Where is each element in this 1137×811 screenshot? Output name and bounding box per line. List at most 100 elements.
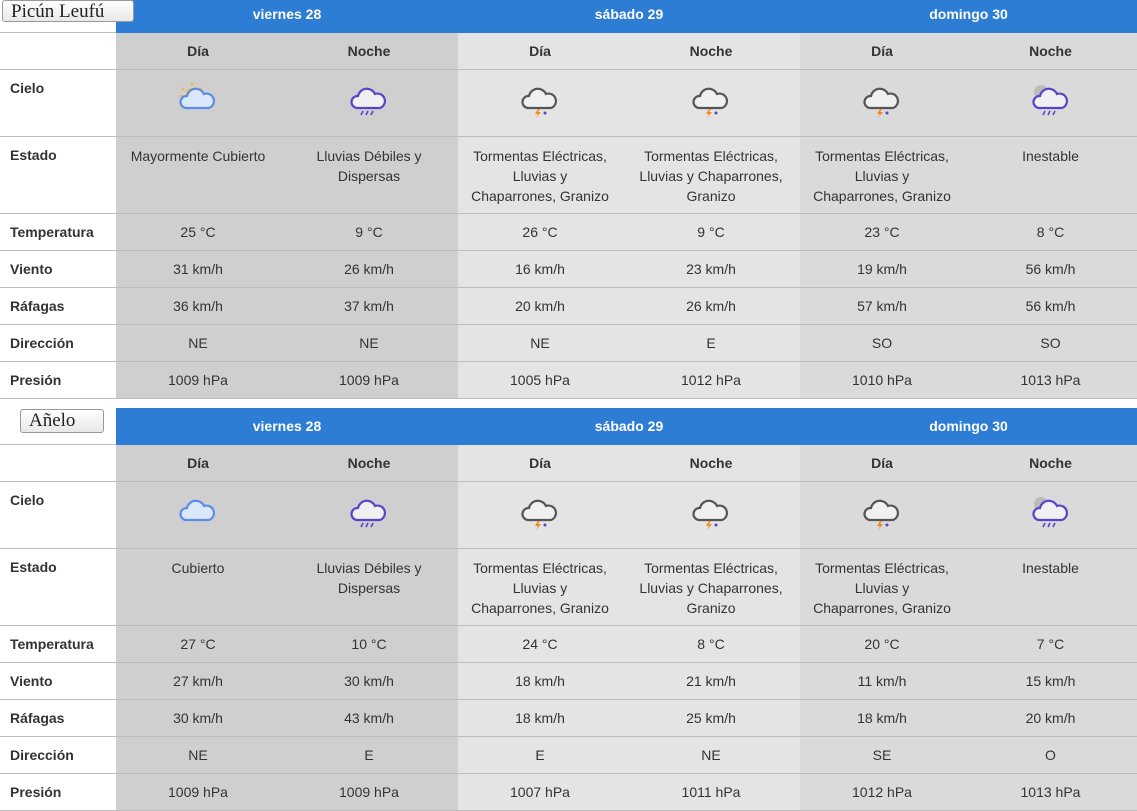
presion-cell: 1012 hPa	[852, 784, 912, 800]
estado-cell: Lluvias Débiles y Dispersas	[316, 560, 422, 596]
row-label: Ráfagas	[10, 298, 65, 314]
period-header: Noche	[1029, 43, 1072, 59]
period-header: Día	[871, 43, 893, 59]
estado-cell: Tormentas Eléctricas, Lluvias y Chaparro…	[471, 560, 609, 616]
direccion-cell: NE	[188, 747, 208, 763]
icon-cell	[964, 82, 1137, 122]
rafagas-cell: 26 km/h	[686, 298, 736, 314]
row-label: Dirección	[10, 747, 74, 763]
viento-cell: 27 km/h	[173, 673, 223, 689]
row-line	[0, 444, 116, 445]
presion-cell: 1009 hPa	[168, 784, 228, 800]
row-line	[0, 213, 1137, 214]
viento-cell: 30 km/h	[344, 673, 394, 689]
presion-cell: 1010 hPa	[852, 372, 912, 388]
period-header: Día	[187, 43, 209, 59]
row-label: Cielo	[10, 492, 45, 508]
row-line	[0, 69, 1137, 70]
viento-cell: 15 km/h	[1025, 673, 1076, 689]
icon-cell	[622, 82, 800, 122]
estado-cell: Inestable	[1022, 148, 1079, 164]
period-header: Noche	[689, 43, 733, 59]
direccion-cell: NE	[188, 335, 208, 351]
row-line	[0, 250, 1137, 251]
day-header: domingo 30	[929, 418, 1008, 434]
estado-cell: Tormentas Eléctricas, Lluvias y Chaparro…	[471, 148, 609, 204]
viento-cell: 23 km/h	[686, 261, 736, 277]
icon-cell	[116, 82, 280, 122]
weather-icon	[179, 499, 216, 522]
row-label: Cielo	[10, 80, 45, 96]
direccion-cell: SO	[871, 335, 893, 351]
row-line	[0, 662, 1137, 663]
weather-icon	[692, 499, 729, 530]
icon-cell	[622, 494, 800, 534]
temperatura-cell: 26 °C	[522, 224, 558, 240]
temperatura-cell: 8 °C	[1036, 224, 1065, 240]
temperatura-cell: 23 °C	[864, 224, 900, 240]
direccion-cell: O	[1045, 747, 1056, 763]
period-header: Noche	[347, 455, 391, 471]
day-header: viernes 28	[252, 418, 322, 434]
direccion-cell: E	[706, 335, 716, 351]
presion-cell: 1013 hPa	[1020, 784, 1081, 800]
rafagas-cell: 25 km/h	[686, 710, 736, 726]
icon-cell	[458, 82, 622, 122]
direccion-cell: SE	[872, 747, 892, 763]
direccion-cell: NE	[359, 335, 379, 351]
row-label: Viento	[10, 673, 53, 689]
direccion-cell: E	[364, 747, 374, 763]
header-bar	[116, 0, 1137, 33]
day-header: sábado 29	[594, 6, 664, 22]
direccion-cell: NE	[701, 747, 721, 763]
temperatura-cell: 9 °C	[697, 224, 725, 240]
row-line	[0, 324, 1137, 325]
period-header: Noche	[689, 455, 733, 471]
period-header: Noche	[1029, 455, 1072, 471]
rafagas-cell: 37 km/h	[344, 298, 394, 314]
rafagas-cell: 18 km/h	[857, 710, 907, 726]
estado-cell: Tormentas Eléctricas, Lluvias y Chaparro…	[813, 148, 951, 204]
rafagas-cell: 30 km/h	[173, 710, 223, 726]
direccion-cell: SO	[1040, 335, 1061, 351]
direccion-cell: NE	[530, 335, 550, 351]
header-bar	[116, 408, 1137, 445]
period-header: Día	[529, 43, 551, 59]
viento-cell: 11 km/h	[857, 673, 907, 689]
temperatura-cell: 7 °C	[1036, 636, 1065, 652]
row-line	[0, 136, 1137, 137]
temperatura-cell: 20 °C	[864, 636, 900, 652]
icon-cell	[964, 494, 1137, 534]
row-label: Dirección	[10, 335, 74, 351]
row-line	[0, 548, 1137, 549]
rafagas-cell: 20 km/h	[515, 298, 565, 314]
day-header: viernes 28	[252, 6, 322, 22]
row-label: Presión	[10, 372, 62, 388]
row-label: Temperatura	[10, 224, 94, 240]
presion-cell: 1007 hPa	[510, 784, 570, 800]
location-select[interactable]: Picún Leufú	[2, 0, 134, 22]
period-header: Noche	[347, 43, 391, 59]
presion-cell: 1013 hPa	[1020, 372, 1081, 388]
period-header: Día	[871, 455, 893, 471]
estado-cell: Cubierto	[171, 560, 225, 576]
forecast-panel: Picún Leufú viernes 28 sábado 29 domingo 30…	[0, 0, 1137, 399]
weather-icon	[350, 499, 387, 528]
estado-cell: Mayormente Cubierto	[130, 148, 266, 164]
weather-icon	[521, 499, 558, 530]
weather-icon	[863, 87, 900, 118]
estado-cell: Lluvias Débiles y Dispersas	[316, 148, 422, 184]
forecast-panel: Añelo viernes 28 sábado 29 domingo 30 Día Noc…	[0, 408, 1137, 811]
location-select[interactable]: Añelo	[20, 409, 104, 433]
temperatura-cell: 24 °C	[522, 636, 558, 652]
row-line	[0, 32, 116, 33]
rafagas-cell: 57 km/h	[857, 298, 907, 314]
row-line	[0, 699, 1137, 700]
row-line	[0, 398, 1137, 399]
temperatura-cell: 25 °C	[180, 224, 216, 240]
weather-icon	[179, 83, 216, 110]
row-line	[0, 361, 1137, 362]
viento-cell: 31 km/h	[173, 261, 223, 277]
temperatura-cell: 9 °C	[355, 224, 383, 240]
rafagas-cell: 18 km/h	[515, 710, 565, 726]
